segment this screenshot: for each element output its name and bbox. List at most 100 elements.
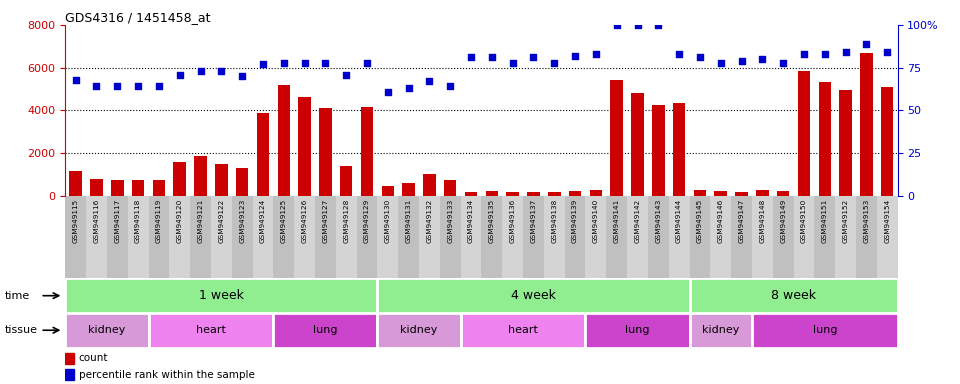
Point [214,68,229,74]
Text: GSM949123: GSM949123 [239,198,245,243]
Bar [752,196,773,278]
Bar [564,196,586,278]
Point [671,51,686,57]
Bar [773,196,794,278]
Bar [402,183,415,196]
Point [817,51,832,57]
Bar [714,191,727,196]
Bar [627,196,648,278]
Bar [461,313,586,348]
Point [464,55,479,61]
Bar [86,196,107,278]
Bar [876,196,898,278]
Bar [839,90,852,196]
Bar [710,196,732,278]
Bar [856,196,876,278]
Text: GSM949116: GSM949116 [93,198,100,243]
Bar [648,196,669,278]
Text: GSM949115: GSM949115 [73,198,79,243]
Point [255,61,271,67]
Text: GSM949146: GSM949146 [718,198,724,243]
Bar [798,71,810,196]
Bar [174,162,186,196]
Point [401,85,417,91]
Bar [398,196,419,278]
Bar [544,196,564,278]
Text: lung: lung [625,325,650,335]
Bar [111,180,124,196]
Text: GSM949144: GSM949144 [676,198,683,243]
Bar [586,196,607,278]
Bar [190,196,211,278]
Point [234,73,250,79]
Bar [689,196,710,278]
Point [692,55,708,61]
Text: GSM949143: GSM949143 [656,198,661,243]
Point [776,60,791,66]
Bar [423,174,436,196]
Point [68,76,84,83]
Text: lung: lung [313,325,338,335]
Text: GSM949148: GSM949148 [759,198,765,243]
Bar [65,353,74,364]
Point [609,22,624,28]
Text: GSM949129: GSM949129 [364,198,370,243]
Bar [689,313,752,348]
Text: GSM949120: GSM949120 [177,198,182,243]
Point [193,68,208,74]
Text: tissue: tissue [5,325,37,335]
Bar [881,87,894,196]
Text: heart: heart [508,325,538,335]
Point [131,83,146,89]
Text: GSM949135: GSM949135 [489,198,494,243]
Bar [486,191,498,196]
Point [588,51,604,57]
Bar [632,93,644,196]
Text: GSM949147: GSM949147 [738,198,745,243]
Text: GSM949122: GSM949122 [218,198,225,243]
Point [630,22,645,28]
Text: percentile rank within the sample: percentile rank within the sample [79,370,254,380]
Text: GSM949152: GSM949152 [843,198,849,243]
Bar [65,369,74,380]
Text: GDS4316 / 1451458_at: GDS4316 / 1451458_at [65,11,211,24]
Bar [819,81,831,196]
Bar [756,190,769,196]
Point [755,56,770,62]
Text: GSM949124: GSM949124 [260,198,266,243]
Bar [65,313,149,348]
Bar [90,179,103,196]
Bar [294,196,315,278]
Text: GSM949125: GSM949125 [280,198,287,243]
Text: GSM949142: GSM949142 [635,198,640,243]
Bar [735,192,748,196]
Point [858,41,874,47]
Bar [107,196,128,278]
Text: 8 week: 8 week [771,289,816,302]
Bar [274,196,294,278]
Bar [149,196,169,278]
Text: GSM949136: GSM949136 [510,198,516,243]
Bar [231,196,252,278]
Bar [252,196,274,278]
Point [89,83,105,89]
Bar [336,196,356,278]
Point [526,55,541,61]
Bar [419,196,440,278]
Bar [835,196,856,278]
Text: GSM949138: GSM949138 [551,198,557,243]
Text: GSM949141: GSM949141 [613,198,620,243]
Bar [465,192,477,196]
Bar [507,192,519,196]
Point [879,49,895,55]
Bar [794,196,814,278]
Text: GSM949145: GSM949145 [697,198,703,243]
Bar [694,190,707,196]
Point [838,49,853,55]
Point [276,60,292,66]
Text: GSM949126: GSM949126 [301,198,307,243]
Text: GSM949139: GSM949139 [572,198,578,243]
Bar [527,192,540,196]
Text: GSM949154: GSM949154 [884,198,890,243]
Text: 4 week: 4 week [511,289,556,302]
